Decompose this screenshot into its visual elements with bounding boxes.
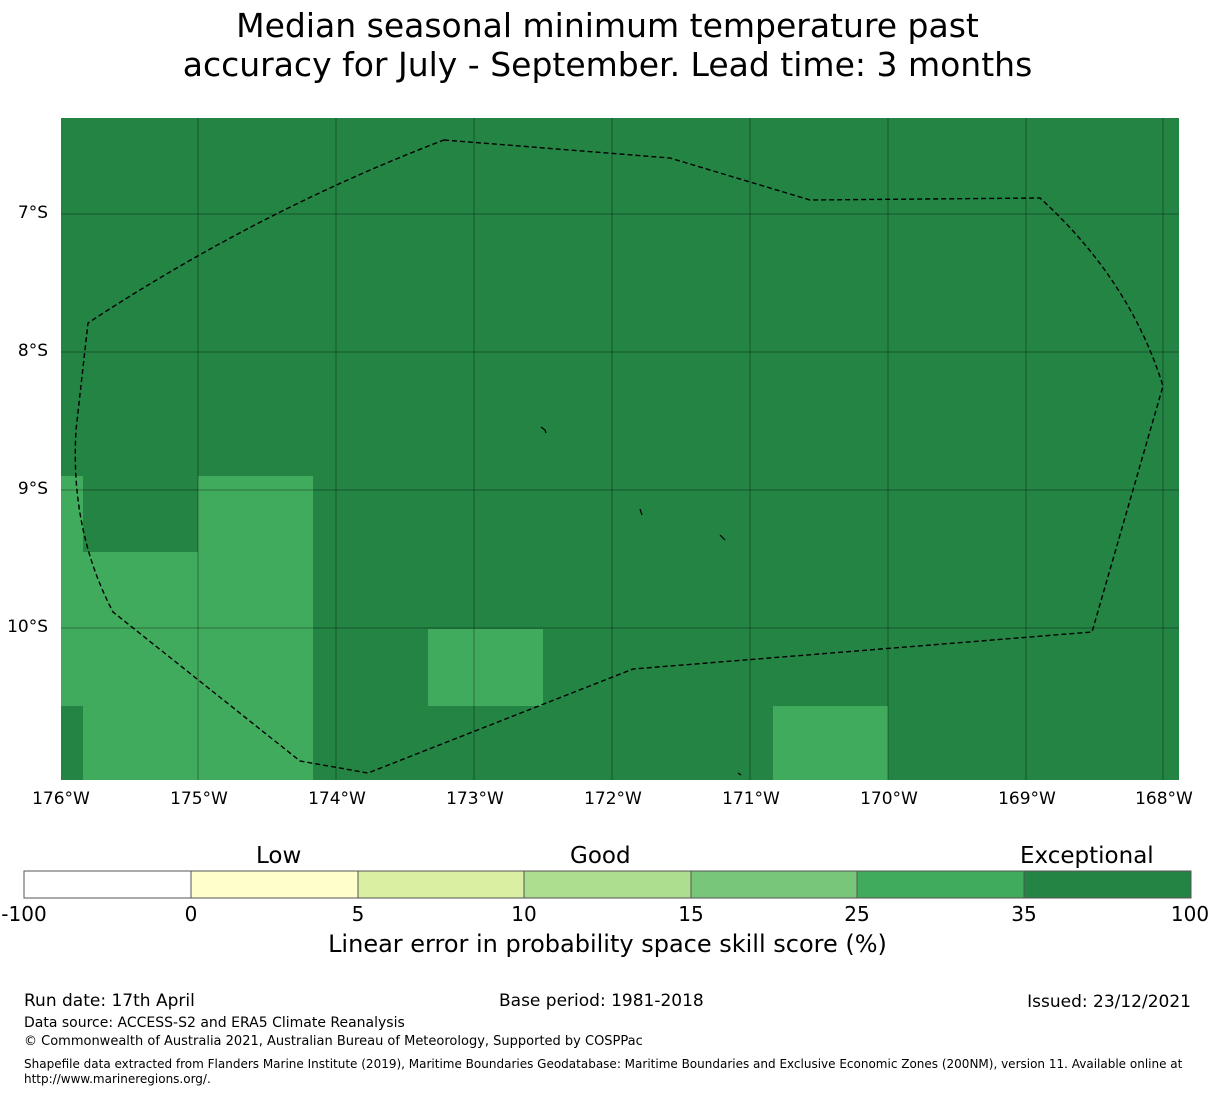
- shapefile-credit-line-2: http://www.marineregions.org/.: [24, 1072, 211, 1086]
- colorbar-segment: [1023, 870, 1192, 899]
- lon-label-169w: 169°W: [998, 789, 1056, 809]
- colorbar-segment: [190, 870, 359, 899]
- colorbar-tick: 5: [351, 902, 365, 926]
- gridlines: [61, 118, 1179, 780]
- island-mark: [737, 772, 742, 776]
- colorbar-tick: 0: [184, 902, 198, 926]
- eez-boundary: [74, 139, 1164, 774]
- lon-label-172w: 172°W: [584, 789, 642, 809]
- shapefile-credit-line-1: Shapefile data extracted from Flanders M…: [24, 1057, 1183, 1071]
- colorbar-word-good: Good: [570, 843, 631, 869]
- lat-label-9s: 9°S: [17, 479, 48, 499]
- colorbar-segment: [23, 870, 192, 899]
- colorbar-label: Linear error in probability space skill …: [328, 930, 887, 958]
- copyright: © Commonwealth of Australia 2021, Austra…: [24, 1034, 643, 1049]
- title-line-1: Median seasonal minimum temperature past: [236, 6, 979, 45]
- base-period: Base period: 1981-2018: [499, 991, 704, 1011]
- island-mark: [639, 508, 643, 516]
- skill-cell-east: [773, 706, 888, 780]
- lon-label-170w: 170°W: [860, 789, 918, 809]
- skill-cell-west: [61, 476, 313, 780]
- colorbar-word-exceptional: Exceptional: [1020, 843, 1154, 869]
- island-mark: [719, 534, 726, 541]
- colorbar: [23, 870, 1192, 899]
- run-date: Run date: 17th April: [24, 991, 195, 1011]
- island-marks: [540, 426, 742, 776]
- title-line-2: accuracy for July - September. Lead time…: [182, 45, 1033, 84]
- colorbar-word-low: Low: [256, 843, 302, 869]
- lat-label-8s: 8°S: [17, 341, 48, 361]
- skill-cells-25-35: [61, 476, 888, 780]
- lat-label-10s: 10°S: [7, 617, 48, 637]
- lon-label-168w: 168°W: [1135, 789, 1193, 809]
- chart-title: Median seasonal minimum temperature past…: [0, 6, 1215, 84]
- lon-label-171w: 171°W: [722, 789, 780, 809]
- colorbar-tick: 25: [844, 902, 870, 926]
- colorbar-tick: 15: [678, 902, 704, 926]
- colorbar-segment: [856, 870, 1025, 899]
- lat-label-7s: 7°S: [17, 203, 48, 223]
- issued-date: Issued: 23/12/2021: [1027, 992, 1191, 1012]
- lon-label-175w: 175°W: [170, 789, 228, 809]
- colorbar-segment: [690, 870, 858, 899]
- colorbar-segment: [523, 870, 692, 899]
- island-mark: [540, 426, 547, 434]
- colorbar-tick: 100: [1170, 902, 1210, 926]
- colorbar-tick: -100: [1, 902, 47, 926]
- lon-label-176w: 176°W: [32, 789, 90, 809]
- lon-label-173w: 173°W: [446, 789, 504, 809]
- skill-cell-center: [428, 629, 543, 706]
- data-source: Data source: ACCESS-S2 and ERA5 Climate …: [24, 1015, 405, 1031]
- colorbar-segment: [357, 870, 525, 899]
- colorbar-tick: 10: [511, 902, 537, 926]
- lon-label-174w: 174°W: [308, 789, 366, 809]
- colorbar-tick: 35: [1011, 902, 1037, 926]
